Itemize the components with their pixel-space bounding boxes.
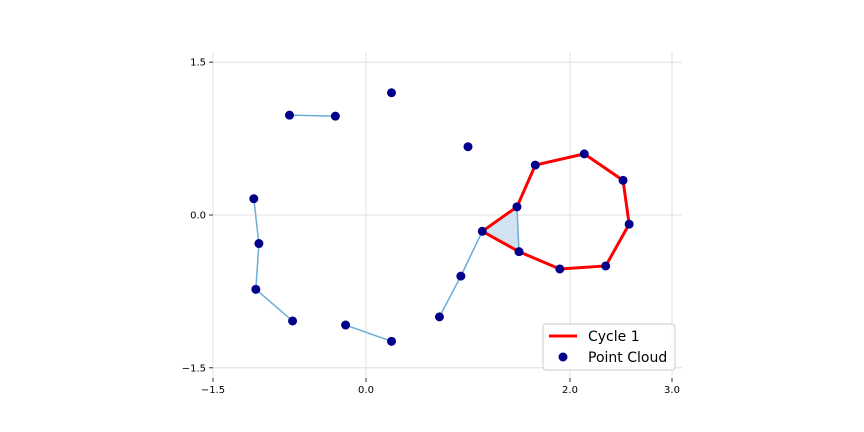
data-point xyxy=(330,111,340,121)
data-point xyxy=(514,247,524,257)
x-tick-label: −1.5 xyxy=(201,385,225,396)
data-point xyxy=(618,175,628,185)
data-point xyxy=(456,271,466,281)
data-point xyxy=(341,320,351,330)
grid-lines xyxy=(212,52,682,378)
axes: −1.5 0.0 2.0 3.0 1.5 0.0 −1.5 xyxy=(182,58,680,396)
filled-triangles xyxy=(482,206,519,252)
data-point xyxy=(463,142,473,152)
legend: Cycle 1 Point Cloud xyxy=(542,323,676,371)
complex-edge xyxy=(460,230,483,277)
filled-triangle xyxy=(482,206,519,252)
data-point xyxy=(288,316,298,326)
data-point xyxy=(387,336,396,346)
legend-cycle-label: Cycle 1 xyxy=(588,329,640,345)
data-point xyxy=(251,284,261,294)
y-tick-label: 1.5 xyxy=(190,58,206,69)
point-cloud xyxy=(249,88,634,346)
y-tick-label: 0.0 xyxy=(190,211,206,222)
complex-edge xyxy=(255,288,294,322)
data-point xyxy=(254,239,264,249)
complex-edge xyxy=(345,324,392,343)
data-point xyxy=(579,149,589,159)
data-point xyxy=(285,110,294,120)
complex-edge xyxy=(289,114,336,117)
complex-edge xyxy=(253,198,260,244)
y-tick-label: −1.5 xyxy=(182,363,206,374)
data-point xyxy=(387,88,396,98)
x-tick-label: 3.0 xyxy=(664,385,680,396)
data-point xyxy=(512,202,522,212)
data-point xyxy=(434,312,444,322)
data-point xyxy=(477,226,487,236)
complex-edge xyxy=(255,243,260,290)
data-point xyxy=(530,160,540,170)
data-point xyxy=(624,219,634,229)
legend-point-label: Point Cloud xyxy=(588,350,667,366)
x-tick-label: 0.0 xyxy=(358,385,374,396)
legend-point-swatch xyxy=(558,352,568,362)
data-point xyxy=(555,264,565,274)
x-tick-label: 2.0 xyxy=(562,385,578,396)
data-point xyxy=(601,261,611,271)
cycle-1 xyxy=(480,152,631,271)
cycle-1-path xyxy=(480,152,631,271)
complex-edge xyxy=(516,206,520,252)
complex-edge xyxy=(438,275,462,318)
data-point xyxy=(249,194,259,204)
